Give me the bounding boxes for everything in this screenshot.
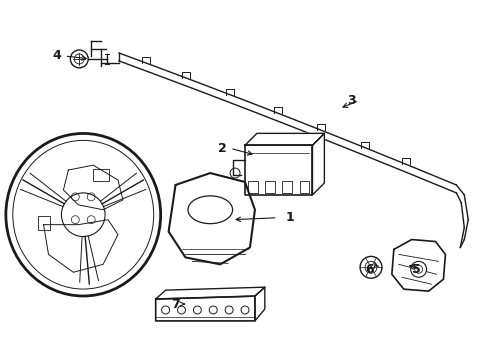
- Circle shape: [209, 306, 217, 314]
- Bar: [38, 216, 49, 230]
- Polygon shape: [155, 296, 254, 321]
- Circle shape: [410, 261, 426, 277]
- Bar: [247, 181, 257, 193]
- Circle shape: [177, 306, 185, 314]
- Polygon shape: [244, 133, 324, 145]
- Bar: [282, 181, 292, 193]
- Polygon shape: [155, 287, 264, 299]
- Circle shape: [224, 306, 233, 314]
- Polygon shape: [168, 173, 254, 264]
- Circle shape: [241, 306, 248, 314]
- Circle shape: [193, 306, 201, 314]
- Bar: [299, 181, 309, 193]
- Text: 7: 7: [171, 297, 180, 311]
- Polygon shape: [312, 133, 324, 195]
- Polygon shape: [254, 287, 264, 321]
- Text: 3: 3: [346, 94, 355, 107]
- Text: 5: 5: [411, 263, 420, 276]
- Polygon shape: [391, 239, 445, 291]
- Bar: [93, 169, 109, 181]
- Polygon shape: [244, 145, 312, 195]
- Text: 4: 4: [52, 49, 61, 63]
- Text: 2: 2: [217, 142, 226, 155]
- Circle shape: [162, 306, 169, 314]
- Bar: [264, 181, 275, 193]
- Text: 1: 1: [285, 211, 293, 224]
- Text: 6: 6: [365, 263, 374, 276]
